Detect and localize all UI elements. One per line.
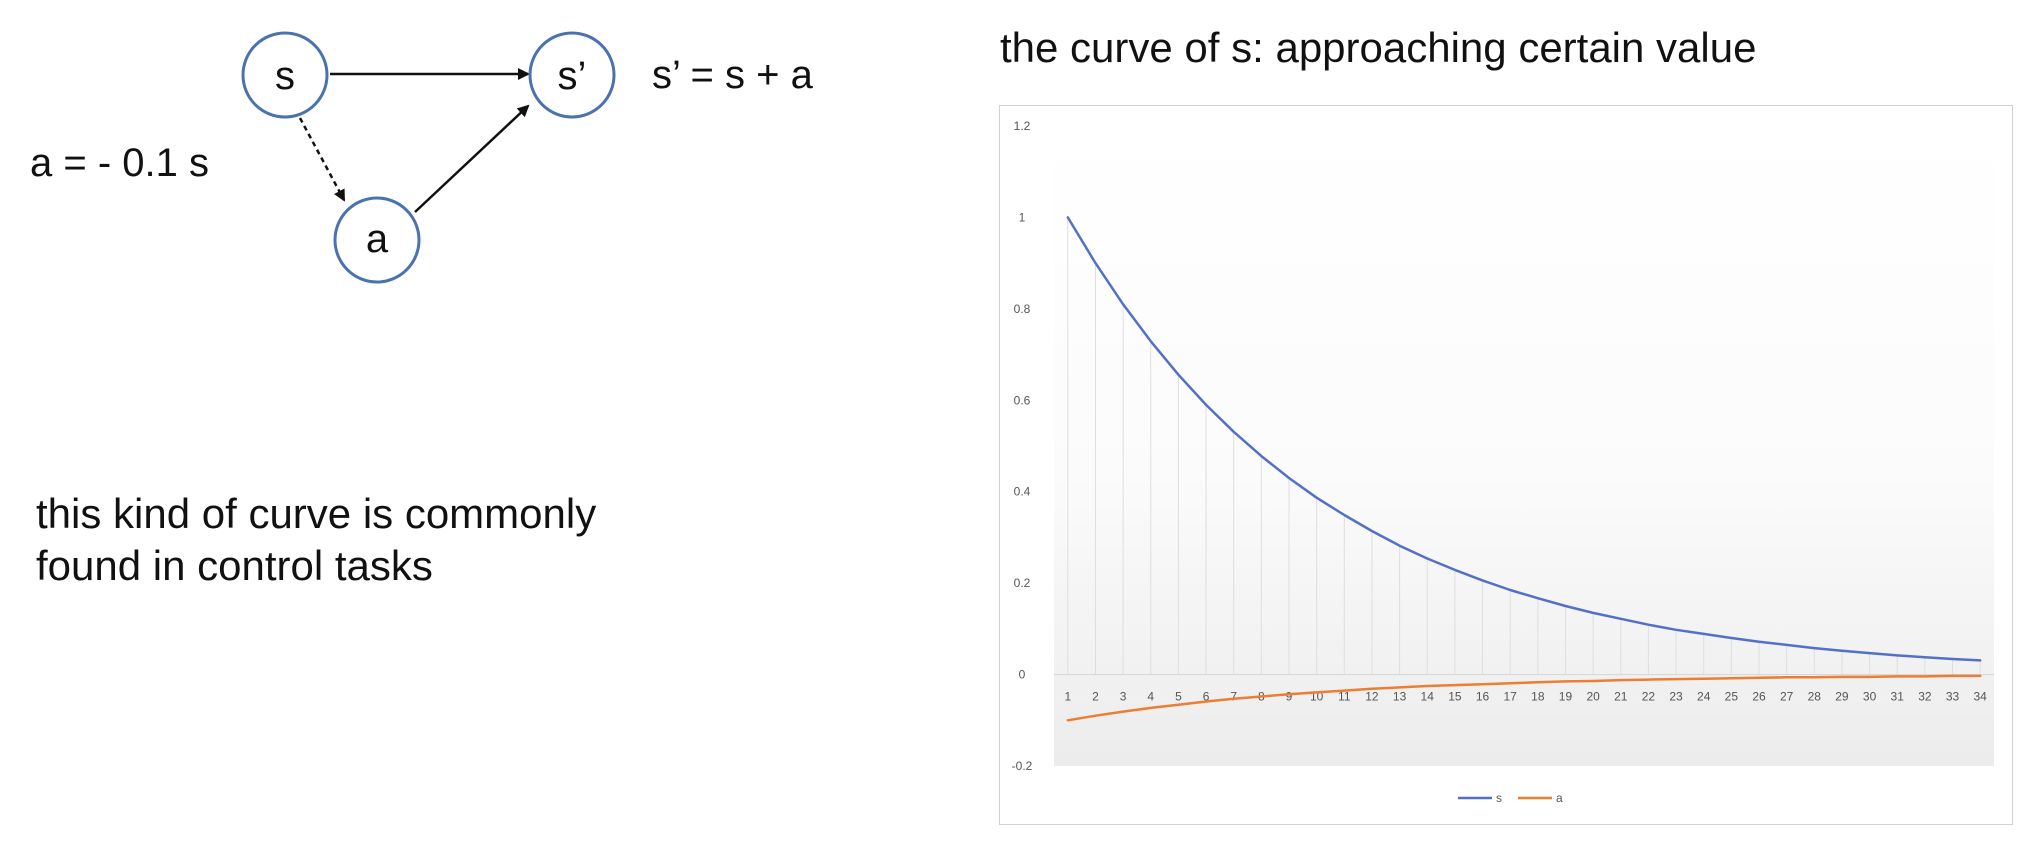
chart-title: the curve of s: approaching certain valu… [1000,24,1757,71]
x-tick-label: 1 [1064,690,1071,704]
x-tick-label: 7 [1230,690,1237,704]
x-tick-label: 22 [1642,690,1656,704]
y-tick-label: 1 [1019,210,1026,224]
node-a-label: a [366,217,389,261]
x-tick-label: 2 [1092,690,1099,704]
edge-a-to-s-prime [414,104,530,213]
caption: this kind of curve is commonly found in … [36,488,796,592]
x-tick-label: 17 [1503,690,1517,704]
x-tick-label: 6 [1203,690,1210,704]
transition-equation: s’ = s + a [652,53,814,97]
x-tick-label: 26 [1752,690,1766,704]
x-tick-label: 27 [1780,690,1794,704]
x-tick-label: 28 [1808,690,1822,704]
x-tick-label: 24 [1697,690,1711,704]
node-s-prime: s’ [528,31,616,119]
x-tick-label: 4 [1147,690,1154,704]
y-tick-label: 0.2 [1014,576,1031,590]
y-axis-ticks: 1.2 1 0.8 0.6 0.4 0.2 0 -0.2 [1012,119,1033,773]
caption-line-1: this kind of curve is commonly [36,490,597,537]
y-tick-label: -0.2 [1012,759,1033,773]
x-tick-label: 23 [1669,690,1683,704]
series-lines [1066,216,1982,722]
legend-label-s: s [1496,791,1502,805]
x-tick-label: 25 [1725,690,1739,704]
x-tick-label: 19 [1559,690,1573,704]
line-chart: 1.210.80.60.40.20-0.2 1 2 3 4 5 6 7 8 9 10 11 12 13 1… [1012,119,1994,805]
x-tick-label: 11 [1338,690,1351,704]
edge-s-to-a-dashed [298,117,346,202]
drop-lines [1067,217,1981,675]
causal-diagram: s s’ a s’ = s + a a = - 0.1 s [30,31,814,284]
x-tick-label: 34 [1973,690,1987,704]
y-tick-label: 0 [1019,668,1026,682]
series-line-a [1066,674,1982,722]
x-tick-label: 20 [1586,690,1600,704]
x-tick-label: 5 [1175,690,1182,704]
y-tick-label: 0.8 [1014,302,1031,316]
y-tick-label: 0.6 [1014,393,1031,407]
x-tick-label: 9 [1286,690,1293,704]
x-tick-label: 14 [1421,690,1435,704]
x-tick-label: 29 [1835,690,1849,704]
plot-background [1054,126,1994,766]
node-s-prime-label: s’ [558,54,587,98]
y-tick-label: 0.4 [1014,485,1031,499]
x-tick-label: 3 [1120,690,1127,704]
y-tick-label: 1.2 [1014,119,1031,133]
action-equation: a = - 0.1 s [30,141,209,185]
node-a: a [333,196,421,284]
x-tick-label: 18 [1531,690,1545,704]
x-tick-label: 15 [1448,690,1462,704]
chart-frame: 1.2 1 0.8 0.6 0.4 0.2 0 -0.2 1 2 3 4 5 6 7 8 9 10 11 12 13 1… [999,105,2013,825]
x-tick-label: 31 [1891,690,1905,704]
x-tick-label: 32 [1918,690,1932,704]
x-tick-label: 13 [1393,690,1407,704]
x-tick-label: 16 [1476,690,1490,704]
x-tick-label: 12 [1365,690,1379,704]
x-axis-ticks: 1 2 3 4 5 6 7 8 9 10 11 12 13 14 15 16 17 18 19 20 21 22 23 24 2… [1064,690,1987,704]
series-line-s [1066,216,1982,662]
caption-line-2: found in control tasks [36,542,433,589]
x-tick-label: 30 [1863,690,1877,704]
node-s: s [241,31,329,119]
node-s-label: s [275,54,295,98]
x-tick-label: 21 [1614,690,1628,704]
x-tick-label: 33 [1946,690,1960,704]
legend-label-a: a [1556,791,1563,805]
